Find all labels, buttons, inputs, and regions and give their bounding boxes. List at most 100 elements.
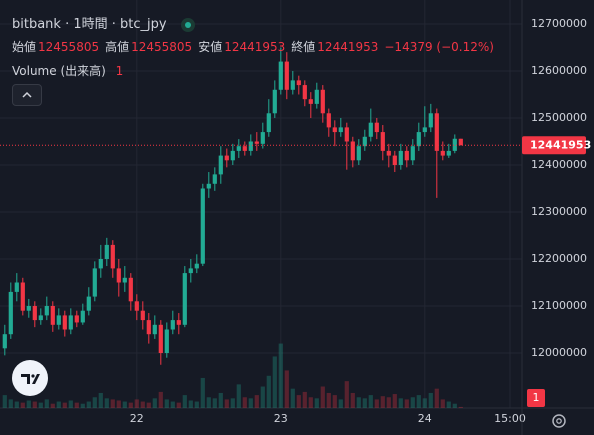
candle-body	[284, 61, 289, 90]
tv-logo[interactable]	[12, 360, 48, 396]
candle-body	[206, 183, 211, 189]
y-tick-label: 12600000	[531, 64, 587, 77]
candle-body	[224, 155, 229, 161]
volume-bar	[224, 399, 229, 408]
volume-bar	[398, 398, 403, 408]
candle-body	[146, 320, 151, 335]
volume-bar	[152, 398, 157, 408]
candle-body	[14, 282, 19, 292]
candle-body	[176, 320, 181, 325]
candle-body	[344, 127, 349, 142]
volume-bar	[146, 402, 151, 408]
candle-body	[266, 113, 271, 133]
candle-body	[188, 268, 193, 274]
volume-bar	[380, 396, 385, 408]
candle-body	[458, 138, 463, 146]
candle-body	[290, 80, 295, 90]
candle-body	[338, 127, 343, 133]
candle-body	[230, 150, 235, 161]
candle-body	[182, 273, 187, 325]
volume-bar	[176, 402, 181, 408]
volume-bar	[458, 406, 463, 408]
ohlc-label: 高値	[105, 40, 130, 54]
collapse-button[interactable]	[12, 84, 42, 106]
volume-bar	[440, 399, 445, 408]
volume-bar	[212, 398, 217, 408]
volume-bar	[434, 388, 439, 408]
volume-bar	[392, 394, 397, 408]
candle-body	[26, 306, 31, 311]
volume-bar	[62, 402, 67, 408]
volume-bar	[410, 397, 415, 408]
volume-badge-label: 1	[533, 391, 540, 404]
candle-body	[80, 310, 85, 323]
volume-bar	[26, 400, 31, 408]
last-price-badge	[522, 136, 586, 155]
candle-body	[446, 150, 451, 156]
volume-bar	[446, 401, 451, 408]
volume-bar	[50, 403, 55, 408]
candle-body	[200, 188, 205, 264]
volume-bar	[38, 402, 43, 408]
header-title: bitbank · 1時間 · btc_jpy	[12, 13, 197, 32]
volume-bar	[182, 395, 187, 408]
chevron-icon	[22, 91, 32, 98]
candle-body	[164, 329, 169, 354]
candle-body	[386, 150, 391, 156]
volume-bar	[374, 399, 379, 408]
volume-bar	[200, 377, 205, 408]
volume-bar	[254, 395, 259, 408]
volume-bar	[362, 398, 367, 408]
x-tick-label: 23	[274, 412, 288, 425]
volume-bar	[422, 398, 427, 408]
candle-body	[410, 146, 415, 161]
y-tick-label: 12500000	[531, 111, 587, 124]
volume-badge	[527, 389, 545, 407]
volume-bar	[368, 395, 373, 408]
gear-icon	[552, 414, 566, 428]
volume-bar	[272, 356, 277, 408]
candle-body	[434, 113, 439, 151]
volume-bar	[320, 386, 325, 408]
ohlc-label: 終値	[291, 40, 316, 54]
volume-label: Volume (出来高)	[12, 64, 106, 78]
volume-bar	[128, 402, 133, 408]
candle-body	[452, 138, 457, 151]
x-tick-label: 24	[418, 412, 432, 425]
candle-body	[368, 122, 373, 137]
volume-bar	[2, 395, 7, 408]
candle-body	[374, 122, 379, 133]
candle-body	[296, 80, 301, 86]
volume-bar	[134, 399, 139, 408]
volume-bar	[218, 392, 223, 408]
candle-body	[314, 89, 319, 104]
title: bitbank · 1時間 · btc_jpy	[12, 17, 167, 32]
ohlc-row: 始値 12455805 高値 12455805 安値 12441953 終値 12441953…	[12, 38, 496, 55]
candle-body	[212, 174, 217, 184]
candle-body	[44, 306, 49, 316]
candle-body	[158, 324, 163, 354]
volume-bar	[164, 399, 169, 408]
candle-body	[98, 258, 103, 269]
last-price-label: 12441953	[530, 138, 591, 151]
candle-body	[326, 113, 331, 128]
settings-button[interactable]	[548, 410, 570, 432]
volume-bar	[332, 395, 337, 408]
candle-body	[110, 244, 115, 269]
volume-bar	[74, 402, 79, 408]
ohlc-label: 始値	[12, 40, 37, 54]
candle-body	[272, 89, 277, 114]
volume-bar	[44, 399, 49, 408]
candle-body	[218, 155, 223, 175]
logo-icon	[21, 374, 40, 384]
candle-body	[116, 268, 121, 283]
volume-bar	[80, 403, 85, 408]
volume-bar	[428, 392, 433, 408]
y-tick-label: 12200000	[531, 252, 587, 265]
volume-bar	[14, 401, 19, 408]
volume-bar	[308, 397, 313, 408]
candle-body	[92, 268, 97, 297]
volume-bar	[278, 343, 283, 408]
ohlc-value: 12441953	[317, 40, 379, 54]
